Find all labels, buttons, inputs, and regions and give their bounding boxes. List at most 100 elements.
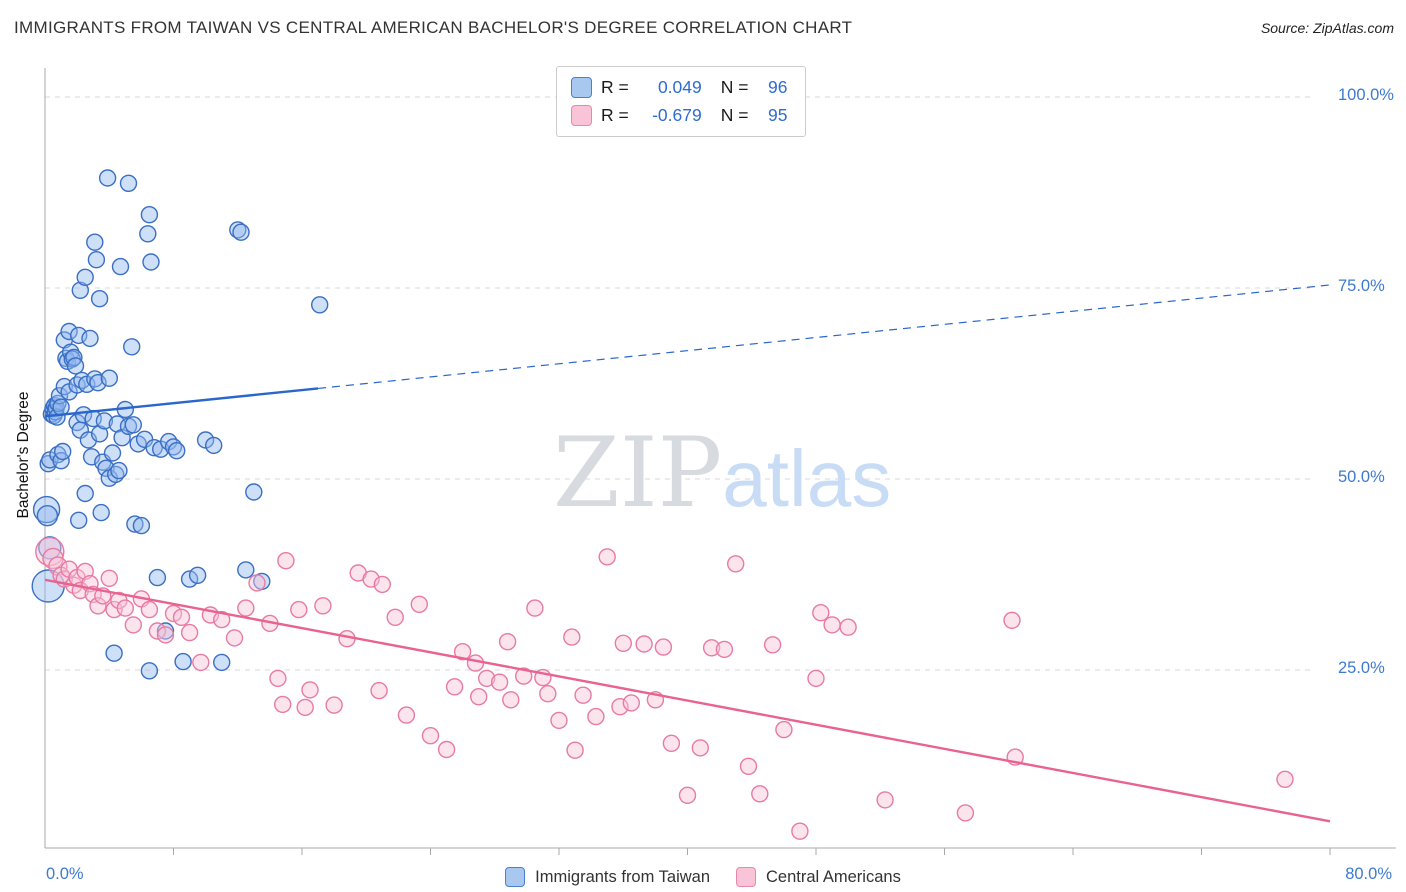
- data-point-central-american: [515, 667, 533, 685]
- r-value: -0.679: [652, 105, 702, 125]
- central-american-stats-row: R = -0.679 N = 95: [571, 105, 787, 126]
- data-point-central-american: [325, 696, 343, 714]
- n-value: 96: [768, 77, 788, 97]
- data-point-taiwan: [311, 296, 329, 314]
- data-point-taiwan: [122, 338, 141, 356]
- data-point-taiwan: [140, 205, 159, 224]
- trend-line-solid: [44, 578, 1331, 823]
- data-point-central-american: [172, 608, 191, 626]
- data-point-taiwan: [103, 444, 122, 462]
- data-point-central-american: [421, 727, 440, 745]
- data-point-central-american: [763, 636, 782, 654]
- data-point-central-american: [490, 673, 509, 691]
- bottom-legend: Immigrants from Taiwan Central Americans: [0, 867, 1406, 887]
- data-point-central-american: [212, 610, 231, 629]
- data-point-taiwan: [174, 652, 192, 671]
- data-point-taiwan: [111, 257, 130, 276]
- data-point-central-american: [563, 628, 581, 646]
- data-point-central-american: [397, 706, 416, 724]
- source-credit: Source: ZipAtlas.com: [1260, 20, 1394, 36]
- data-point-central-american: [445, 678, 464, 696]
- data-point-central-american: [727, 555, 745, 573]
- data-point-taiwan: [90, 290, 109, 308]
- data-point-taiwan: [98, 169, 117, 187]
- data-point-central-american: [89, 597, 107, 615]
- data-point-central-american: [498, 633, 517, 651]
- data-point-taiwan: [126, 515, 144, 533]
- data-point-central-american: [1276, 770, 1294, 788]
- data-point-taiwan: [188, 566, 207, 584]
- data-point-central-american: [614, 634, 632, 652]
- data-point-central-american: [739, 757, 758, 775]
- trend-line-dashed: [318, 284, 1331, 390]
- data-point-taiwan: [232, 223, 250, 241]
- x-axis-max-label: 80.0%: [1345, 865, 1392, 883]
- data-point-central-american: [140, 600, 159, 619]
- data-point-central-american: [876, 791, 894, 809]
- data-point-central-american: [237, 599, 255, 617]
- data-point-central-american: [566, 741, 584, 759]
- data-point-central-american: [662, 734, 681, 752]
- central-american-swatch-icon: [571, 105, 592, 126]
- y-tick-label: 50.0%: [1338, 468, 1385, 486]
- data-point-taiwan: [119, 174, 138, 193]
- r-label: R =: [601, 77, 629, 97]
- data-point-central-american: [574, 686, 592, 704]
- data-point-taiwan: [212, 653, 231, 672]
- data-point-central-american: [124, 616, 143, 634]
- data-point-central-american: [248, 574, 266, 592]
- data-point-taiwan: [167, 442, 186, 460]
- data-point-taiwan: [139, 225, 157, 243]
- data-point-central-american: [598, 548, 616, 566]
- data-point-central-american: [116, 599, 135, 617]
- data-point-central-american: [1003, 611, 1021, 629]
- data-point-central-american: [290, 600, 308, 619]
- data-point-central-american: [839, 618, 857, 636]
- data-point-central-american: [370, 681, 388, 700]
- data-point-central-american: [192, 653, 210, 672]
- data-point-central-american: [269, 669, 287, 688]
- data-point-taiwan: [145, 439, 163, 457]
- data-point-taiwan: [97, 459, 115, 477]
- n-label: N =: [720, 105, 749, 125]
- y-axis-title: Bachelor's Degree: [15, 391, 32, 519]
- data-point-central-american: [410, 595, 428, 613]
- data-point-taiwan: [90, 425, 109, 443]
- data-point-central-american: [956, 804, 975, 822]
- data-point-central-american: [702, 639, 721, 657]
- data-point-central-american: [715, 640, 734, 659]
- legend-item-taiwan: Immigrants from Taiwan: [505, 867, 710, 887]
- data-point-taiwan: [105, 644, 123, 662]
- data-point-central-american: [678, 786, 697, 804]
- data-point-taiwan: [87, 251, 106, 269]
- data-point-central-american: [453, 643, 472, 661]
- data-point-central-american: [550, 711, 568, 730]
- data-point-taiwan: [92, 503, 110, 522]
- legend-label-taiwan: Immigrants from Taiwan: [535, 867, 711, 886]
- taiwan-swatch-icon: [571, 77, 592, 98]
- r-label: R =: [601, 105, 629, 125]
- data-point-taiwan: [32, 495, 61, 524]
- y-tick-label: 25.0%: [1338, 659, 1385, 677]
- central-americans-legend-swatch-icon: [736, 867, 757, 887]
- data-point-central-american: [277, 552, 295, 570]
- legend-item-central-americans: Central Americans: [736, 867, 901, 887]
- chart-header: IMMIGRANTS FROM TAIWAN VS CENTRAL AMERIC…: [14, 18, 1394, 38]
- data-point-central-american: [539, 685, 557, 703]
- data-point-central-american: [478, 669, 496, 688]
- data-point-taiwan: [55, 377, 74, 396]
- data-point-central-american: [691, 739, 709, 757]
- data-point-central-american: [791, 822, 809, 840]
- data-point-taiwan: [54, 442, 72, 461]
- data-point-taiwan: [110, 461, 128, 480]
- data-point-central-american: [301, 681, 319, 699]
- data-point-central-american: [437, 740, 456, 759]
- x-axis-min-label: 0.0%: [46, 865, 84, 883]
- data-point-taiwan: [148, 568, 167, 587]
- data-point-taiwan: [76, 268, 94, 286]
- page-title: IMMIGRANTS FROM TAIWAN VS CENTRAL AMERIC…: [14, 18, 853, 37]
- data-point-central-american: [751, 785, 769, 803]
- data-point-taiwan: [66, 357, 85, 375]
